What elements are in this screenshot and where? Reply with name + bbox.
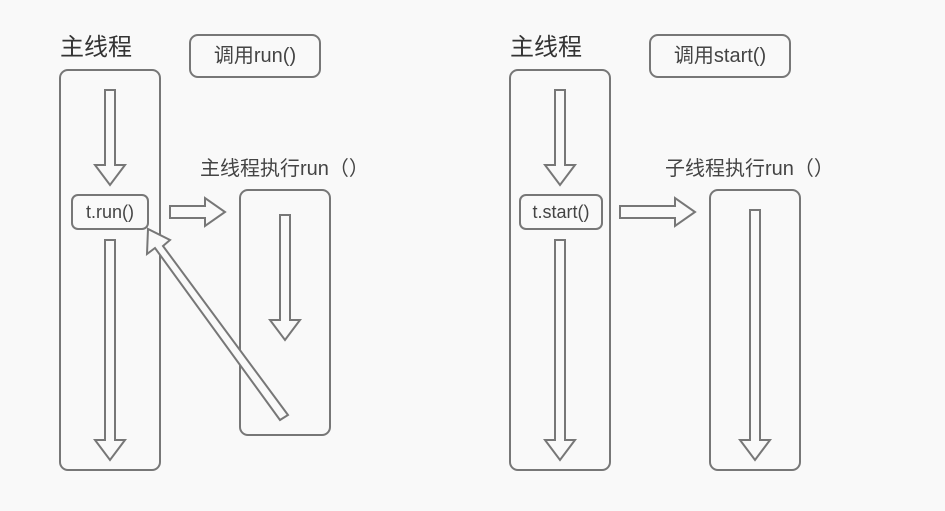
right-arrow-right [620, 198, 695, 226]
thread-diagram: 主线程 调用run() t.run() 主线程执行run（） [0, 0, 945, 511]
right-arrow-top [545, 90, 575, 185]
right-arrow-bottom [545, 240, 575, 460]
left-sub-title: 主线程执行run（） [200, 157, 369, 180]
left-method-label: t.run() [86, 202, 134, 222]
left-panel: 主线程 调用run() t.run() 主线程执行run（） [60, 34, 369, 470]
left-call-label: 调用run() [214, 44, 296, 67]
right-panel: 主线程 调用start() t.start() 子线程执行run（） [510, 34, 834, 470]
right-method-label: t.start() [533, 202, 590, 222]
left-main-title: 主线程 [60, 34, 132, 61]
right-sub-arrow-down [740, 210, 770, 460]
right-sub-title: 子线程执行run（） [665, 157, 834, 180]
left-return-arrow [147, 229, 288, 420]
left-arrow-right [170, 198, 225, 226]
left-arrow-top [95, 90, 125, 185]
left-arrow-bottom [95, 240, 125, 460]
left-sub-arrow-down [270, 215, 300, 340]
right-main-title: 主线程 [510, 34, 582, 61]
right-call-label: 调用start() [674, 44, 766, 67]
